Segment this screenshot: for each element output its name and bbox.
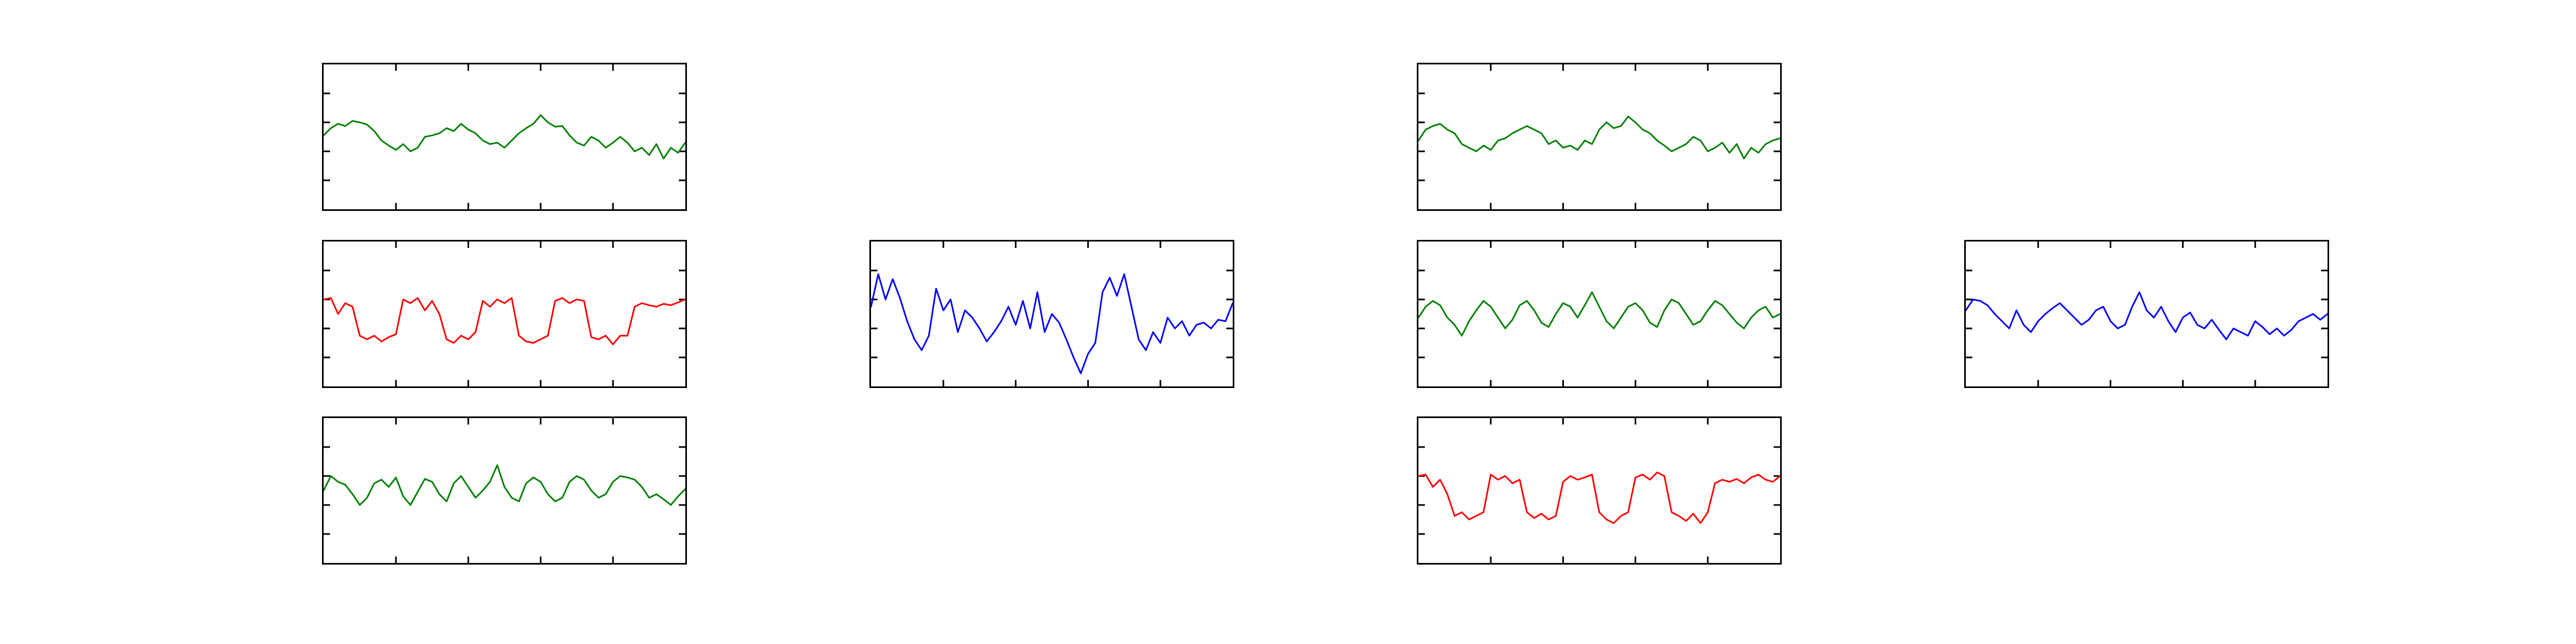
- series-line-1: [871, 273, 1233, 375]
- plot-area-4: [871, 241, 1233, 386]
- plot-area-6: [1418, 241, 1780, 386]
- series-line-1: [324, 464, 685, 506]
- plot-area-8: [1966, 241, 2328, 386]
- subplot-7: [1417, 416, 1782, 565]
- plot-area-7: [1418, 418, 1780, 563]
- subplot-1: [322, 63, 687, 211]
- plot-area-1: [324, 64, 685, 209]
- subplot-2: [322, 240, 687, 388]
- subplot-4: [869, 240, 1234, 388]
- series-line-1: [1418, 115, 1780, 159]
- subplot-6: [1417, 240, 1782, 388]
- subplot-3: [322, 416, 687, 565]
- series-line-1: [324, 114, 685, 159]
- plot-area-3: [324, 418, 685, 563]
- series-line-1: [1418, 291, 1780, 336]
- series-line-1: [1966, 291, 2328, 340]
- plot-area-2: [324, 241, 685, 386]
- subplot-5: [1417, 63, 1782, 211]
- subplot-8: [1964, 240, 2329, 388]
- series-line-1: [1418, 471, 1780, 524]
- series-line-1: [324, 297, 685, 346]
- plot-area-5: [1418, 64, 1780, 209]
